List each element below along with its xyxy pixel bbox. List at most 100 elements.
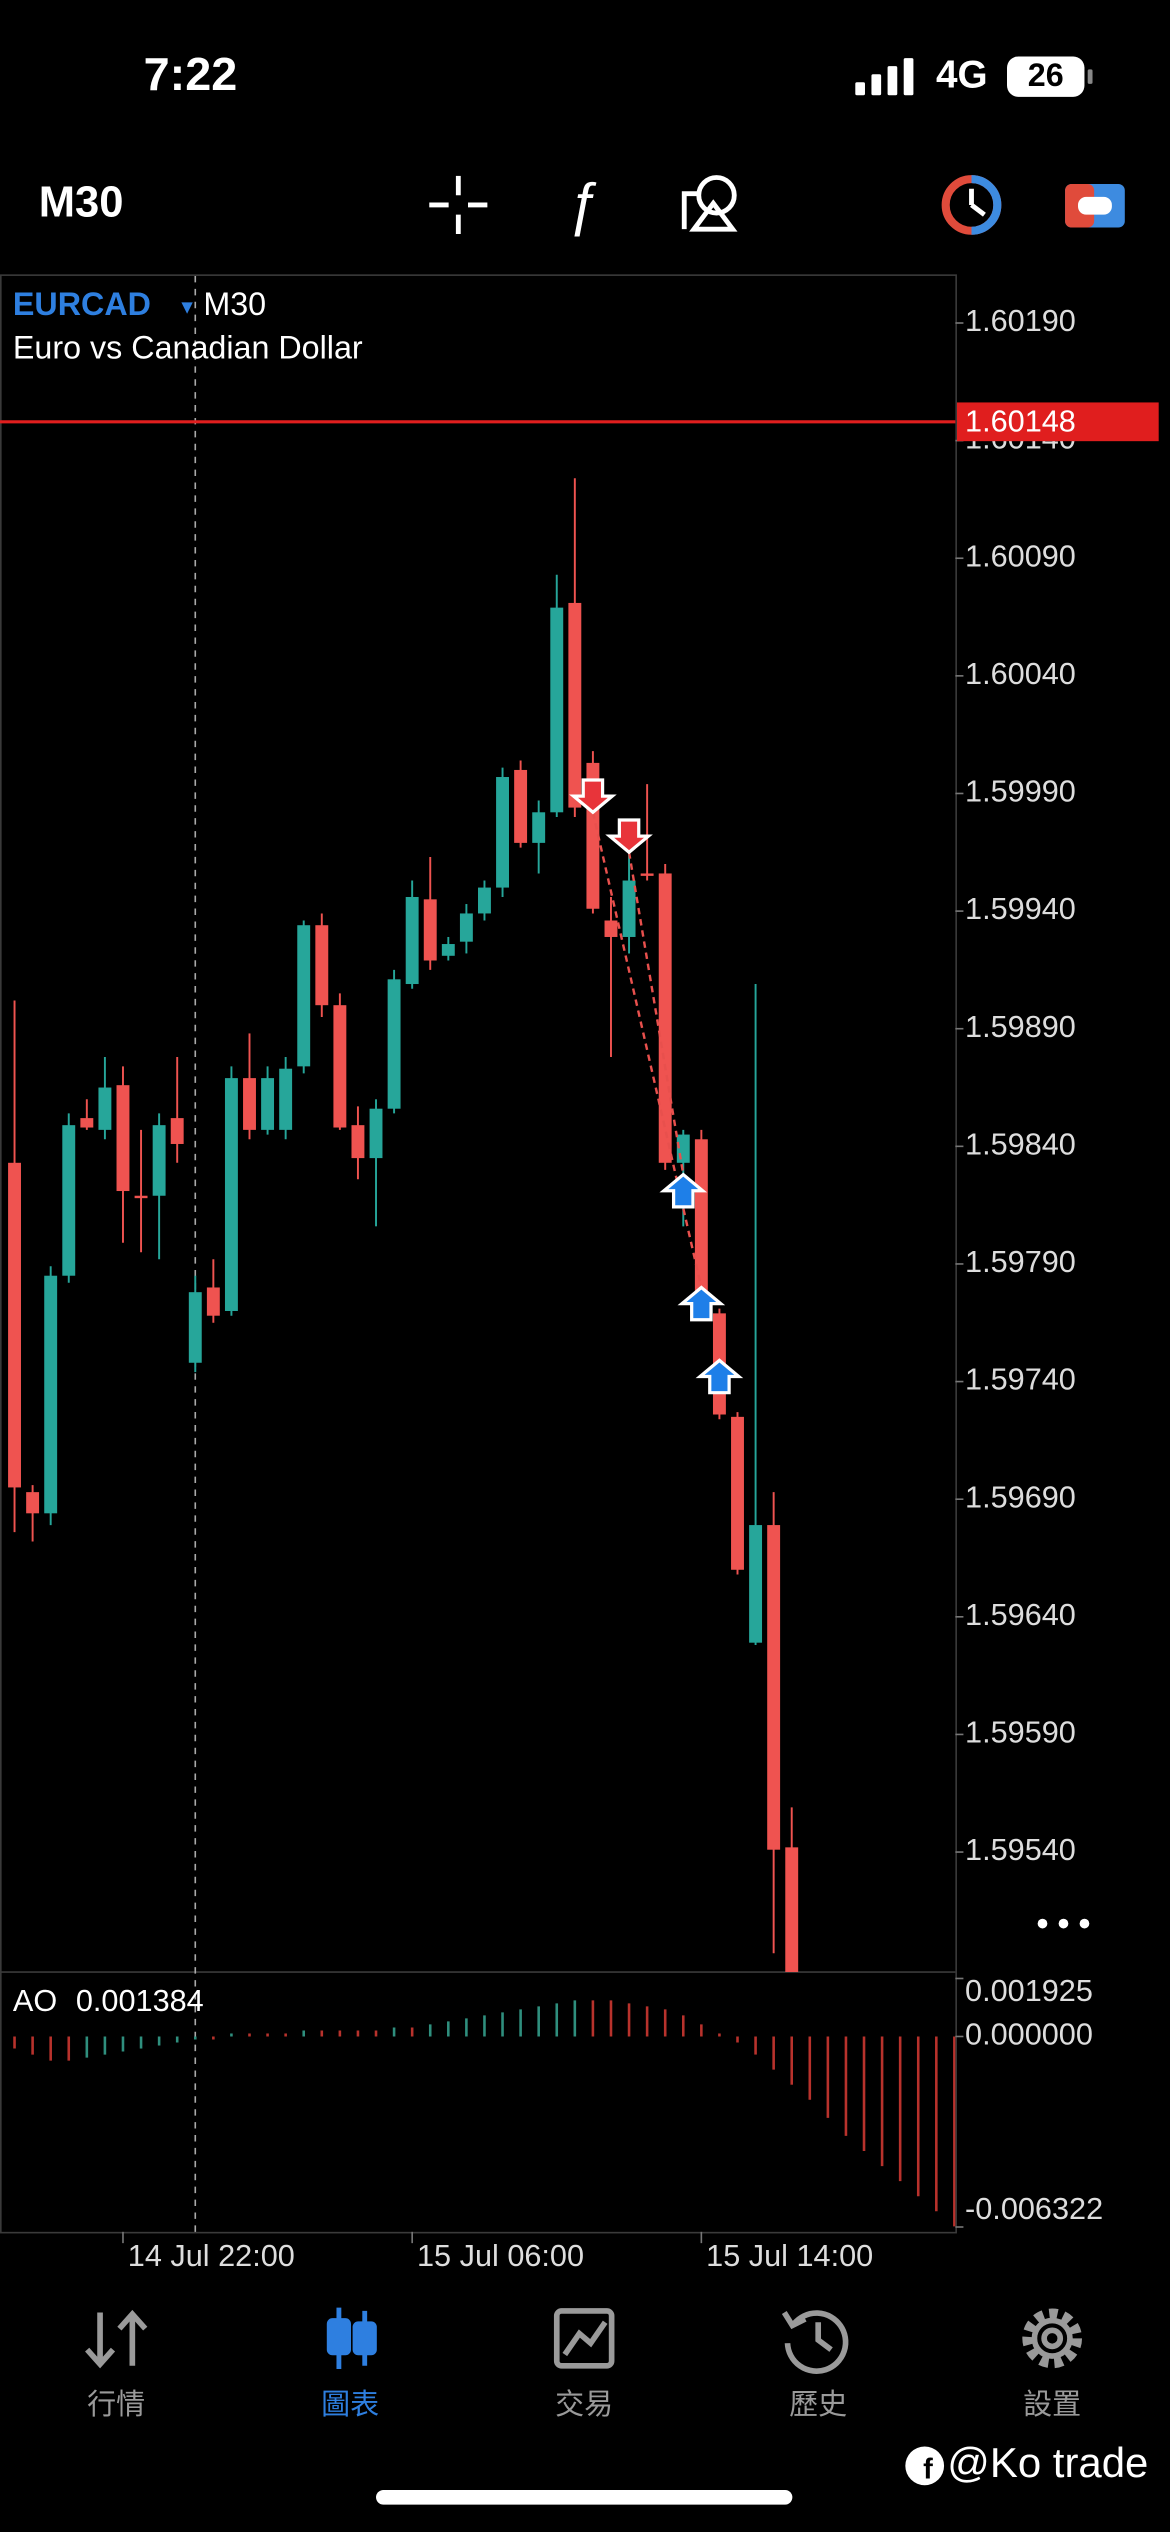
candle-body — [604, 920, 618, 937]
y-tick-label: 1.59890 — [965, 1010, 1076, 1044]
candle-body — [676, 1134, 690, 1163]
candle-body — [188, 1292, 202, 1363]
current-price-label: 1.60148 — [965, 405, 1076, 439]
candle-body — [26, 1492, 40, 1514]
candle-body — [658, 873, 672, 1163]
network-type: 4G — [936, 54, 988, 97]
candle-body — [532, 812, 546, 843]
chart-frame — [0, 274, 957, 2234]
buy-arrow — [695, 1358, 744, 1395]
nav-label[interactable]: 圖表 — [321, 2388, 379, 2421]
candle-body — [514, 769, 528, 843]
ao-bars — [13, 2000, 956, 2227]
trade-clock-button[interactable] — [941, 175, 1002, 235]
candle-body — [98, 1087, 112, 1130]
sell-arrow — [605, 818, 653, 855]
y-tick-label: 1.59940 — [965, 892, 1076, 926]
buy-arrow — [659, 1172, 708, 1209]
candle-body — [423, 899, 437, 961]
candle-body — [170, 1118, 184, 1144]
candle-body — [243, 1078, 256, 1130]
battery-tip — [1087, 69, 1093, 84]
y-tick-label: 1.59590 — [965, 1716, 1076, 1750]
nav-label[interactable]: 歷史 — [789, 2388, 847, 2421]
status-time: 7:22 — [144, 48, 238, 100]
svg-text:f: f — [923, 2453, 933, 2485]
indicator-value: 0.001384 — [76, 1984, 204, 2018]
nav-label[interactable]: 設置 — [1023, 2388, 1081, 2421]
settings-icon[interactable] — [1022, 2308, 1083, 2369]
candle-body — [550, 607, 564, 813]
current-price-box — [956, 402, 1159, 442]
indicator-name: AO — [13, 1984, 57, 2018]
trade-link — [627, 852, 685, 1175]
y-tick-label: 1.59640 — [965, 1598, 1076, 1632]
battery-icon — [1007, 56, 1085, 97]
candle-body — [279, 1068, 293, 1130]
candle-body — [478, 887, 491, 914]
watermark: @Ko trade — [947, 2439, 1148, 2486]
candle-body — [62, 1125, 76, 1276]
crosshair-button[interactable] — [429, 175, 488, 234]
trade-icon[interactable] — [553, 2308, 615, 2369]
candle-body — [369, 1108, 383, 1159]
ao-tick-label: 0.001925 — [965, 1974, 1093, 2008]
chart-title: Euro vs Canadian Dollar — [13, 330, 363, 366]
candle-body — [785, 1847, 799, 1973]
y-tick-label: 1.59690 — [965, 1480, 1076, 1514]
candle-body — [387, 979, 401, 1109]
objects-button[interactable] — [681, 175, 738, 232]
y-tick-label: 1.59540 — [965, 1833, 1076, 1867]
ao-tick-label: -0.006322 — [965, 2192, 1103, 2226]
symbol-dropdown[interactable]: ▼ — [178, 296, 197, 318]
candle-body — [694, 1139, 708, 1312]
candle-body — [8, 1162, 21, 1488]
candle-body — [405, 896, 419, 985]
candle-body — [496, 777, 509, 888]
chart-icon[interactable] — [326, 2307, 377, 2370]
nav-label[interactable]: 行情 — [87, 2388, 145, 2421]
y-tick-label: 1.60090 — [965, 539, 1076, 573]
candle-body — [261, 1078, 275, 1130]
home-indicator — [376, 2490, 793, 2505]
one-click-button[interactable] — [1065, 183, 1125, 228]
y-tick-label: 1.59790 — [965, 1245, 1076, 1279]
y-tick-label: 1.59990 — [965, 775, 1076, 809]
x-tick-label: 15 Jul 14:00 — [706, 2239, 873, 2273]
candle-body — [80, 1118, 94, 1128]
quotes-icon[interactable] — [85, 2309, 148, 2369]
candle-body — [134, 1195, 148, 1199]
candle-body — [749, 1525, 763, 1643]
ao-tick-label: 0.000000 — [965, 2018, 1093, 2052]
candle-body — [297, 925, 311, 1067]
chart-timeframe: M30 — [203, 286, 266, 322]
signal-icon — [855, 58, 914, 96]
y-tick-label: 1.60190 — [965, 304, 1076, 338]
sell-arrow — [569, 778, 617, 815]
history-icon[interactable] — [781, 2310, 849, 2374]
symbol-name[interactable]: EURCAD — [13, 286, 151, 322]
candle-body — [459, 913, 473, 942]
candle-body — [622, 880, 636, 937]
x-tick-label: 15 Jul 06:00 — [417, 2239, 584, 2273]
x-tick-label: 14 Jul 22:00 — [128, 2239, 295, 2273]
more-button[interactable] — [1037, 1918, 1090, 1929]
timeframe-button[interactable]: M30 — [39, 178, 124, 226]
candle-body — [116, 1085, 130, 1192]
indicators-button[interactable]: ƒ — [566, 172, 598, 237]
y-tick-label: 1.59840 — [965, 1127, 1076, 1161]
candle-body — [224, 1078, 238, 1312]
candle-body — [568, 602, 582, 808]
candle-body — [315, 925, 329, 1006]
overlay: 1.601901.601401.600901.600401.599901.599… — [0, 304, 1159, 2273]
y-tick-label: 1.60040 — [965, 657, 1076, 691]
candle-body — [441, 944, 455, 956]
bottom-nav: 行情 圖表 交易 歷史 設置 — [85, 2307, 1083, 2421]
candle-body — [767, 1525, 781, 1850]
candle-body — [44, 1275, 58, 1514]
trade-link — [591, 812, 703, 1288]
battery-level: 26 — [1028, 57, 1064, 93]
nav-label[interactable]: 交易 — [555, 2388, 613, 2421]
